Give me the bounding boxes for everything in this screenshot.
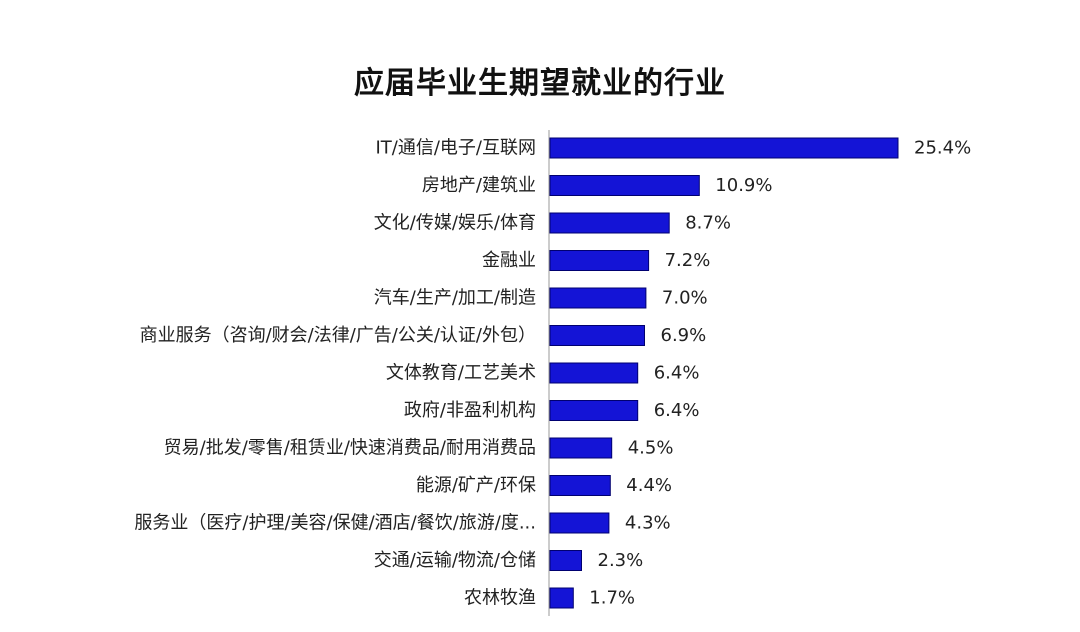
value-label: 7.0% — [662, 288, 708, 309]
category-label: 金融业 — [482, 250, 536, 271]
bar — [549, 362, 639, 384]
chart-title: 应届毕业生期望就业的行业 — [354, 66, 726, 101]
value-label: 6.4% — [654, 363, 700, 384]
bar — [549, 512, 610, 534]
bar — [549, 212, 670, 234]
bar — [549, 325, 645, 346]
value-label: 6.4% — [654, 400, 700, 421]
value-label: 4.5% — [628, 438, 674, 459]
bar — [549, 437, 613, 459]
bar — [549, 550, 582, 571]
category-label: 政府/非盈利机构 — [404, 400, 536, 421]
category-label: 文体教育/工艺美术 — [386, 363, 536, 384]
value-label: 25.4% — [914, 138, 971, 159]
category-label: 服务业（医疗/护理/美容/保健/酒店/餐饮/旅游/度... — [134, 513, 536, 534]
bar — [549, 587, 574, 609]
bar — [549, 175, 700, 196]
bar — [549, 287, 647, 309]
value-label: 4.3% — [625, 513, 671, 534]
category-label: 农林牧渔 — [464, 588, 536, 609]
category-label: 交通/运输/物流/仓储 — [374, 550, 536, 571]
bar — [549, 475, 611, 496]
category-label: 房地产/建筑业 — [422, 175, 536, 196]
value-label: 4.4% — [626, 475, 672, 496]
category-label: 能源/矿产/环保 — [416, 475, 536, 496]
bar — [549, 400, 639, 421]
value-label: 10.9% — [715, 175, 772, 196]
category-label: IT/通信/电子/互联网 — [376, 138, 537, 159]
bars-layer: IT/通信/电子/互联网 25.4% 房地产/建筑业 10.9% 文化/传媒/娱乐/体育… — [134, 137, 971, 609]
value-label: 7.2% — [665, 250, 711, 271]
value-label: 8.7% — [685, 213, 731, 234]
category-label: 文化/传媒/娱乐/体育 — [374, 213, 536, 234]
bar — [549, 137, 899, 159]
value-label: 2.3% — [598, 550, 644, 571]
bar — [549, 250, 650, 271]
value-label: 1.7% — [589, 588, 635, 609]
category-label: 汽车/生产/加工/制造 — [374, 288, 536, 309]
value-label: 6.9% — [661, 325, 707, 346]
category-label: 商业服务（咨询/财会/法律/广告/公关/认证/外包） — [140, 325, 536, 346]
category-label: 贸易/批发/零售/租赁业/快速消费品/耐用消费品 — [164, 438, 536, 459]
